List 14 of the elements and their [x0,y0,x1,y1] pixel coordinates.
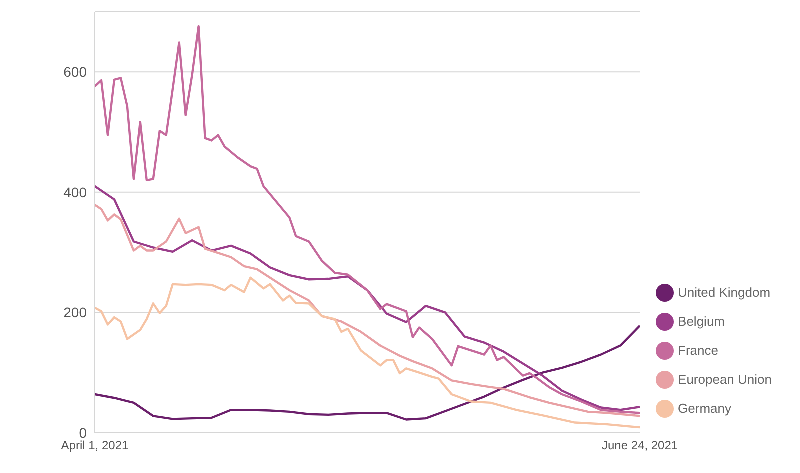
y-tick-label: 600 [64,64,88,80]
line-series [95,25,640,414]
y-tick-label: 0 [79,424,88,441]
legend-label: Germany [678,401,732,416]
line-series [95,276,640,429]
legend-label: United Kingdom [678,285,771,300]
legend-label: France [678,343,718,358]
line-series [95,324,640,421]
x-tick-label: April 1, 2021 [61,438,130,453]
x-tick-label: June 24, 2021 [602,438,678,453]
legend-label: European Union [678,372,772,387]
legend-label: Belgium [678,314,725,329]
y-tick-label: 200 [64,304,88,321]
y-tick-label: 400 [64,184,88,200]
